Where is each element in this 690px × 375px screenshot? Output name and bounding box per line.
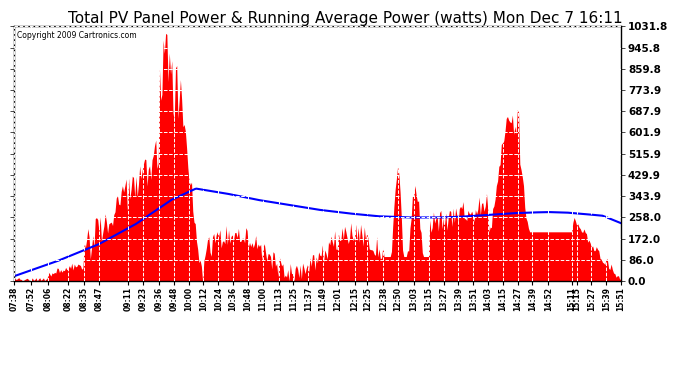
Text: Copyright 2009 Cartronics.com: Copyright 2009 Cartronics.com (17, 32, 137, 40)
Text: Total PV Panel Power & Running Average Power (watts) Mon Dec 7 16:11: Total PV Panel Power & Running Average P… (68, 11, 622, 26)
